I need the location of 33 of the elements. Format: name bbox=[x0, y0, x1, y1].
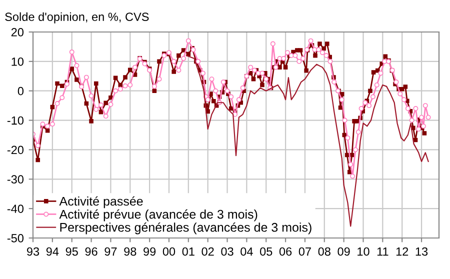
y-tick-label: -40 bbox=[7, 204, 24, 213]
x-tick-label: 06 bbox=[279, 247, 292, 256]
x-tick-label: 98 bbox=[124, 247, 136, 256]
x-tick-label: 94 bbox=[46, 247, 59, 256]
x-tick-label: 05 bbox=[260, 247, 272, 256]
x-tick-label: 03 bbox=[221, 247, 234, 256]
y-tick-label: -50 bbox=[7, 234, 24, 242]
x-tick-label: 04 bbox=[240, 247, 253, 256]
y-tick-label: -20 bbox=[7, 146, 24, 154]
legend-label: Perspectives générales (avancées de 3 mois) bbox=[60, 222, 312, 234]
x-tick-label: 11 bbox=[377, 247, 388, 256]
x-tick-label: 97 bbox=[104, 247, 117, 256]
x-tick-label: 02 bbox=[202, 247, 214, 256]
x-tick-label: 13 bbox=[416, 247, 428, 256]
chart-title: Solde d'opinion, en %, CVS bbox=[5, 12, 149, 24]
y-tick-label: -30 bbox=[7, 175, 24, 184]
x-tick-label: 09 bbox=[338, 247, 350, 256]
x-tick-label: 99 bbox=[144, 247, 156, 256]
y-tick-label: 10 bbox=[12, 57, 24, 66]
x-tick-label: 00 bbox=[162, 247, 176, 256]
x-tick-label: 93 bbox=[26, 247, 40, 256]
x-tick-label: 12 bbox=[396, 247, 408, 256]
legend-label: Activité prévue (avancée de 3 mois) bbox=[59, 209, 258, 222]
x-tick-label: 01 bbox=[182, 247, 194, 256]
x-tick-label: 95 bbox=[66, 247, 78, 256]
x-tick-label: 10 bbox=[358, 247, 370, 256]
x-tick-label: 96 bbox=[85, 247, 98, 256]
y-tick-label: 0 bbox=[18, 86, 24, 96]
legend-label: Activité passée bbox=[59, 196, 143, 208]
y-tick-label: -10 bbox=[7, 116, 24, 125]
x-tick-label: 07 bbox=[298, 247, 311, 256]
y-tick-label: 20 bbox=[11, 28, 24, 36]
x-tick-label: 08 bbox=[318, 247, 330, 256]
